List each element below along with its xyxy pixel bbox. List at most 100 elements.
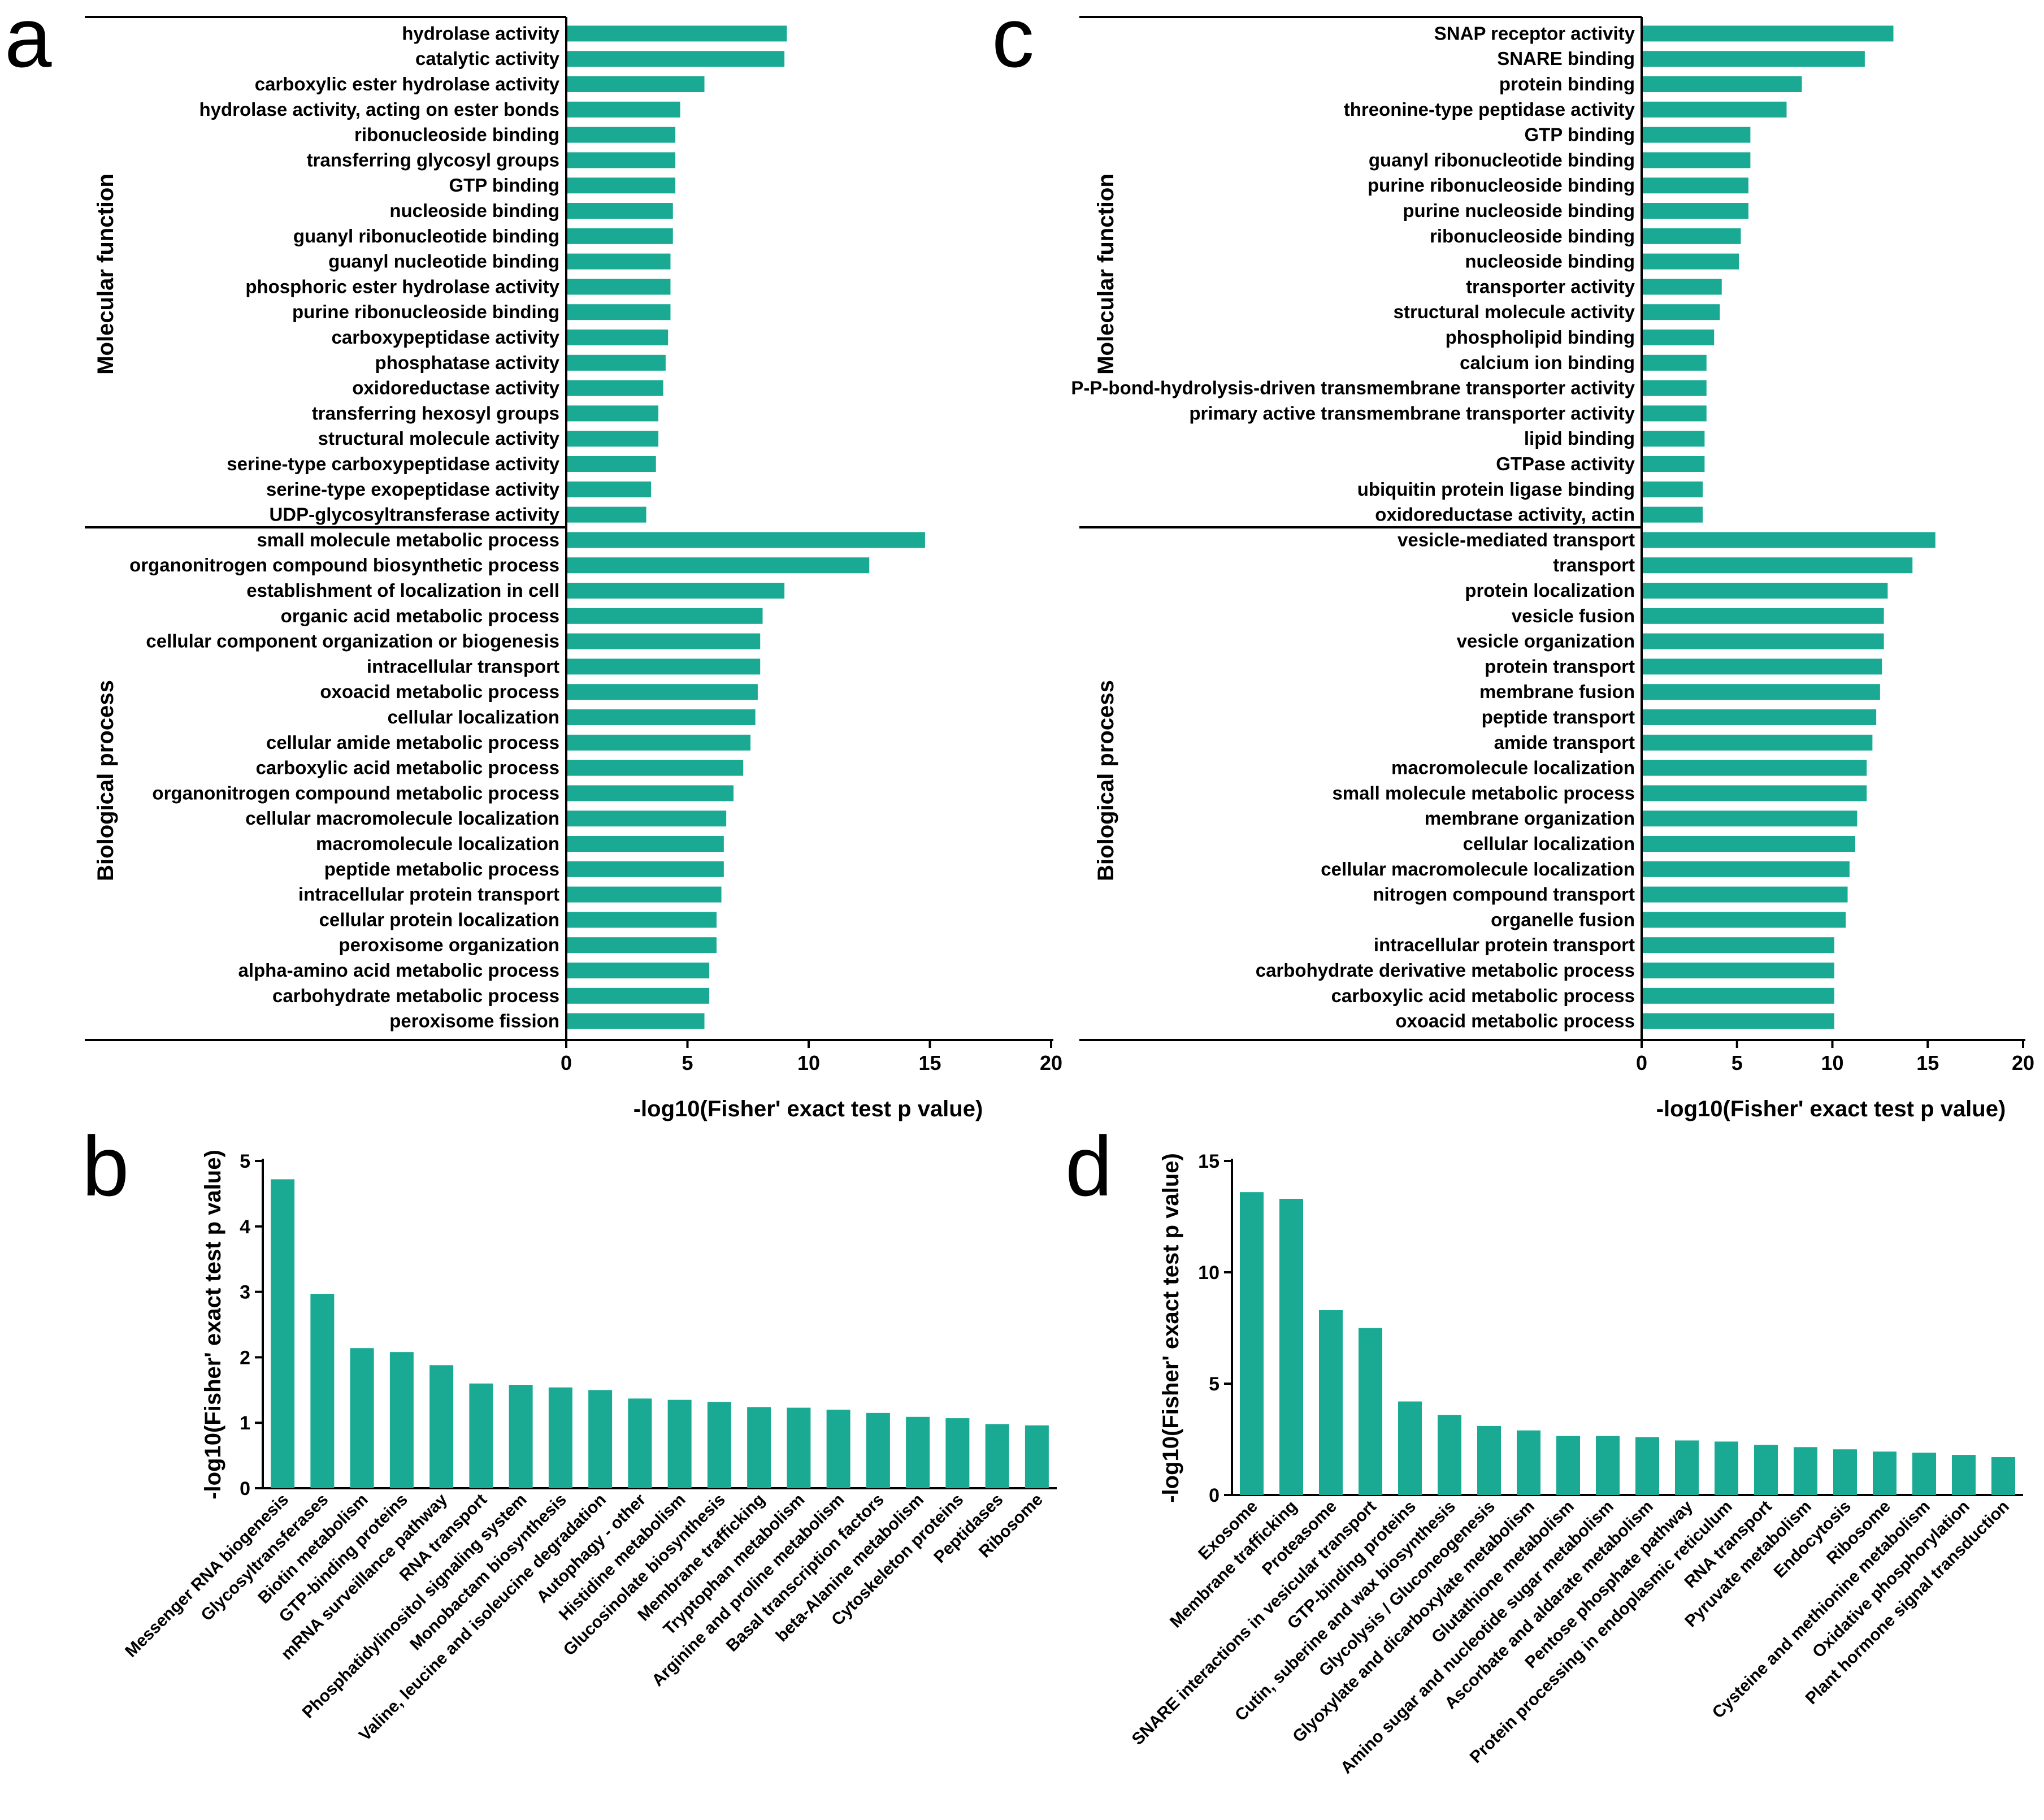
bar-phospholipid-binding	[1642, 330, 1715, 345]
category-label-purine-nucleoside-binding: purine nucleoside binding	[1403, 200, 1635, 221]
category-label-vesicle-fusion: vesicle fusion	[1512, 605, 1635, 626]
bar-macromolecule-localization	[566, 836, 724, 852]
category-label-hydrolase-activity: hydrolase activity	[402, 23, 559, 44]
bar-pyruvate-metabolism	[1794, 1447, 1817, 1495]
category-label-intracellular-protein-transport: intracellular protein transport	[298, 884, 559, 905]
category-label-primary-active-transmembrane-transporter-activity: primary active transmembrane transporter…	[1189, 402, 1635, 423]
category-label-nucleoside-binding: nucleoside binding	[389, 200, 559, 221]
bar-gtpase-activity	[1642, 456, 1705, 472]
x-tick-label: 0	[561, 1051, 572, 1074]
bar-cellular-macromolecule-localization	[566, 811, 727, 827]
category-label-cellular-localization: cellular localization	[1463, 833, 1635, 854]
category-label-structural-molecule-activity: structural molecule activity	[1394, 301, 1635, 322]
category-label-peptide-metabolic-process: peptide metabolic process	[324, 859, 559, 879]
y-tick-label: 3	[240, 1282, 250, 1303]
bar-macromolecule-localization	[1642, 760, 1867, 776]
category-label-intracellular-transport: intracellular transport	[367, 656, 559, 677]
bar-cellular-component-organization-or-biogenesis	[566, 633, 761, 649]
category-label-guanyl-ribonucleotide-binding: guanyl ribonucleotide binding	[293, 226, 559, 246]
category-label-membrane-fusion: membrane fusion	[1479, 681, 1635, 702]
bar-purine-ribonucleoside-binding	[566, 304, 671, 320]
bar-valine-leucine-and-isoleucine-degradation	[588, 1390, 613, 1488]
category-label-small-molecule-metabolic-process: small molecule metabolic process	[1332, 782, 1635, 803]
bar-glycosyltransferases	[310, 1294, 335, 1488]
bar-carboxypeptidase-activity	[566, 330, 669, 345]
bar-amide-transport	[1642, 734, 1873, 751]
x-tick-label: 15	[1916, 1051, 1939, 1074]
category-label-oxidoreductase-activity-actin: oxidoreductase activity, actin	[1375, 504, 1635, 525]
bar-nitrogen-compound-transport	[1642, 886, 1848, 903]
bar-glutathione-metabolism	[1556, 1436, 1580, 1495]
category-label-oxoacid-metabolic-process: oxoacid metabolic process	[1395, 1011, 1635, 1032]
bar-vesicle-organization	[1642, 633, 1884, 649]
bar-organelle-fusion	[1642, 912, 1846, 928]
category-label-vesicle-mediated-transport: vesicle-mediated transport	[1398, 529, 1635, 550]
category-label-macromolecule-localization: macromolecule localization	[316, 833, 559, 854]
category-label-ribonucleoside-binding: ribonucleoside binding	[354, 124, 559, 145]
x-tick-label: 10	[1821, 1051, 1843, 1074]
bar-membrane-trafficking	[747, 1407, 771, 1488]
category-label-transferring-hexosyl-groups: transferring hexosyl groups	[312, 402, 559, 423]
bar-rna-transport	[1754, 1445, 1778, 1495]
bar-cellular-protein-localization	[566, 912, 717, 928]
bar-protein-processing-in-endoplasmic-reticulum	[1715, 1441, 1738, 1495]
bar-cutin-suberine-and-wax-biosynthesis	[1438, 1415, 1461, 1495]
bar-ribosome	[1873, 1451, 1897, 1495]
category-label-udp-glycosyltransferase-activity: UDP-glycosyltransferase activity	[269, 504, 559, 525]
y-tick-label: 5	[1209, 1373, 1220, 1395]
category-label-oxidoreductase-activity: oxidoreductase activity	[352, 378, 559, 398]
category-label-carboxylic-acid-metabolic-process: carboxylic acid metabolic process	[1331, 985, 1635, 1006]
category-label-transferring-glycosyl-groups: transferring glycosyl groups	[307, 149, 559, 170]
bar-gtp-binding-proteins	[389, 1352, 414, 1488]
bar-carboxylic-acid-metabolic-process	[566, 760, 744, 776]
category-label-purine-ribonucleoside-binding: purine ribonucleoside binding	[1368, 175, 1635, 196]
category-label-calcium-ion-binding: calcium ion binding	[1460, 352, 1635, 373]
bar-carbohydrate-metabolic-process	[566, 987, 710, 1004]
bar-structural-molecule-activity	[1642, 304, 1720, 320]
y-tick-label: 0	[1209, 1485, 1220, 1506]
y-axis-title: -log10(Fisher' exact test p value)	[1158, 1153, 1183, 1503]
bar-glycolysis-gluconeogenesis	[1477, 1425, 1501, 1495]
group-label-molecular-function: Molecular function	[1093, 174, 1118, 375]
bar-peroxisome-fission	[566, 1013, 705, 1029]
category-label-phospholipid-binding: phospholipid binding	[1446, 327, 1635, 348]
bar-glucosinolate-biosynthesis	[707, 1402, 731, 1488]
x-axis-title: -log10(Fisher' exact test p value)	[1656, 1097, 2006, 1121]
bar-snap-receptor-activity	[1642, 25, 1894, 42]
y-tick-label: 1	[240, 1412, 250, 1434]
bar-arginine-and-proline-metabolism	[826, 1410, 850, 1488]
bar-guanyl-ribonucleotide-binding	[1642, 152, 1751, 168]
bar-biotin-metabolism	[350, 1348, 374, 1488]
category-label-protein-transport: protein transport	[1485, 656, 1635, 677]
bar-nucleoside-binding	[566, 203, 673, 219]
category-label-structural-molecule-activity: structural molecule activity	[318, 428, 560, 449]
bar-gtp-binding	[1642, 127, 1751, 143]
bar-organonitrogen-compound-metabolic-process	[566, 785, 734, 801]
category-label-peroxisome-fission: peroxisome fission	[389, 1011, 559, 1032]
bar-intracellular-transport	[566, 658, 761, 675]
category-label-cellular-amide-metabolic-process: cellular amide metabolic process	[266, 732, 559, 753]
bar-phosphatidylinositol-signaling-system	[509, 1385, 533, 1488]
category-label-membrane-organization: membrane organization	[1425, 808, 1635, 829]
category-label-ubiquitin-protein-ligase-binding: ubiquitin protein ligase binding	[1357, 479, 1635, 500]
category-label-gtp-binding: GTP binding	[1524, 124, 1635, 145]
bar-exosome	[1240, 1192, 1264, 1495]
bar-mrna-surveillance-pathway	[429, 1365, 454, 1488]
bar-autophagy-other	[628, 1398, 652, 1488]
bar-plant-hormone-signal-transduction	[1991, 1457, 2015, 1495]
category-label-threonine-type-peptidase-activity: threonine-type peptidase activity	[1344, 99, 1635, 120]
category-label-organic-acid-metabolic-process: organic acid metabolic process	[281, 605, 559, 626]
bar-carboxylic-acid-metabolic-process	[1642, 987, 1834, 1004]
category-label-phosphoric-ester-hydrolase-activity: phosphoric ester hydrolase activity	[245, 276, 559, 297]
category-label-protein-binding: protein binding	[1499, 73, 1635, 94]
category-label-carboxypeptidase-activity: carboxypeptidase activity	[331, 327, 559, 348]
category-label-protein-localization: protein localization	[1465, 580, 1635, 601]
bar-monobactam-biosynthesis	[548, 1387, 572, 1488]
category-label-snap-receptor-activity: SNAP receptor activity	[1434, 23, 1635, 44]
category-label-ribonucleoside-binding: ribonucleoside binding	[1430, 226, 1635, 246]
bar-udp-glycosyltransferase-activity	[566, 506, 646, 523]
category-label-amide-transport: amide transport	[1494, 732, 1635, 753]
category-label-cellular-component-organization-or-biogenesis: cellular component organization or bioge…	[146, 631, 559, 652]
category-label-nucleoside-binding: nucleoside binding	[1465, 251, 1635, 272]
y-tick-label: 5	[240, 1151, 250, 1172]
